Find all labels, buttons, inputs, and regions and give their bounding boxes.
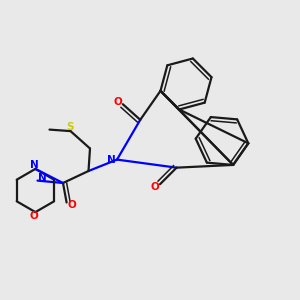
Text: S: S — [67, 122, 74, 133]
Text: N: N — [38, 173, 47, 183]
Text: N: N — [107, 154, 116, 165]
Text: O: O — [150, 182, 159, 192]
Text: O: O — [68, 200, 76, 210]
Text: N: N — [29, 160, 38, 170]
Text: O: O — [29, 211, 38, 221]
Text: O: O — [113, 97, 122, 107]
